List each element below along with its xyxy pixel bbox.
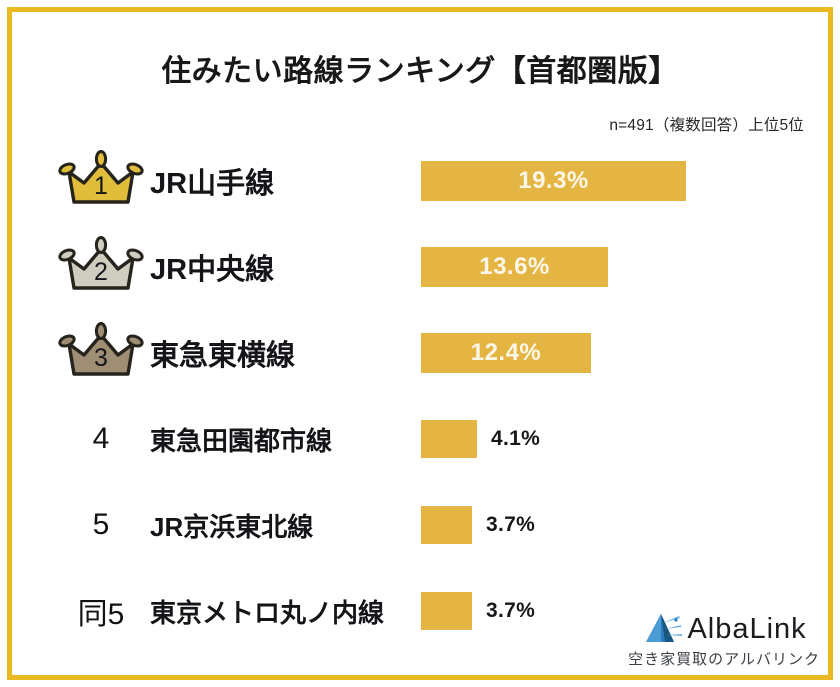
logo-wordmark: AlbaLink — [687, 612, 807, 645]
survey-note: n=491（複数回答）上位5位 — [609, 117, 804, 134]
railway-line-name: JR山手線 — [150, 168, 275, 200]
bar-track: 19.3% — [421, 138, 840, 224]
bar-track: 4.1% — [421, 396, 840, 482]
ranking-row: 同5 東京メトロ丸ノ内線 3.7% — [0, 568, 840, 654]
value-bar: 13.6% — [421, 247, 608, 287]
value-bar: 19.3% — [421, 161, 686, 201]
ranking-row: 4 東急田園都市線 4.1% — [0, 396, 840, 482]
page-title: 住みたい路線ランキング【首都圏版】 — [161, 55, 679, 88]
bar-track: 12.4% — [421, 310, 840, 396]
ranking-row: 1 JR山手線 19.3% — [0, 138, 840, 224]
rank-number: 同5 — [46, 568, 156, 654]
rank-number-label: 5 — [92, 508, 110, 541]
bar-value-label: 19.3% — [518, 167, 589, 194]
railway-line-name: 東急田園都市線 — [150, 425, 333, 456]
value-bar: 12.4% — [421, 333, 591, 373]
bar-value-label: 3.7% — [486, 513, 536, 536]
value-bar — [421, 506, 472, 544]
ranking-row: 2 JR中央線 13.6% — [0, 224, 840, 310]
rank-crown: 2 — [46, 224, 156, 310]
ranking-row: 5 JR京浜東北線 3.7% — [0, 482, 840, 568]
bar-track: 3.7% — [421, 568, 840, 654]
rank-crown: 1 — [46, 138, 156, 224]
railway-line-name: JR中央線 — [150, 254, 275, 286]
gold-crown-icon: 1 — [58, 150, 144, 212]
rank-number-label: 同5 — [77, 598, 125, 631]
rank-number: 5 — [46, 482, 156, 568]
rank-crown: 3 — [46, 310, 156, 396]
bar-value-label: 4.1% — [491, 427, 541, 450]
bar-value-label: 3.7% — [486, 599, 536, 622]
bar-track: 3.7% — [421, 482, 840, 568]
value-bar — [421, 420, 477, 458]
value-bar — [421, 592, 472, 630]
ranking-row: 3 東急東横線 12.4% — [0, 310, 840, 396]
ranking-list: 1 JR山手線 19.3% 2 JR中央線 13.6% 3 東急東横線 12.4% 4 東急田園都市… — [0, 138, 840, 654]
railway-line-name: JR京浜東北線 — [150, 511, 314, 542]
logo-tagline: 空き家買取のアルバリンク — [628, 651, 820, 668]
bar-value-label: 12.4% — [470, 339, 542, 366]
rank-number: 4 — [46, 396, 156, 482]
silver-crown-icon: 2 — [58, 236, 144, 298]
bar-track: 13.6% — [421, 224, 840, 310]
railway-line-name: 東急東横線 — [150, 340, 296, 372]
bronze-crown-icon: 3 — [58, 322, 144, 384]
rank-number: 2 — [94, 258, 108, 286]
albalink-mark-icon — [641, 611, 683, 647]
rank-number: 3 — [94, 344, 108, 372]
rank-number: 1 — [94, 172, 108, 200]
bar-value-label: 13.6% — [479, 253, 550, 280]
rank-number-label: 4 — [92, 422, 110, 455]
albalink-logo: AlbaLink 空き家買取のアルバリンク — [628, 611, 820, 669]
logo-lockup: AlbaLink — [641, 611, 806, 647]
railway-line-name: 東京メトロ丸ノ内線 — [150, 597, 385, 628]
